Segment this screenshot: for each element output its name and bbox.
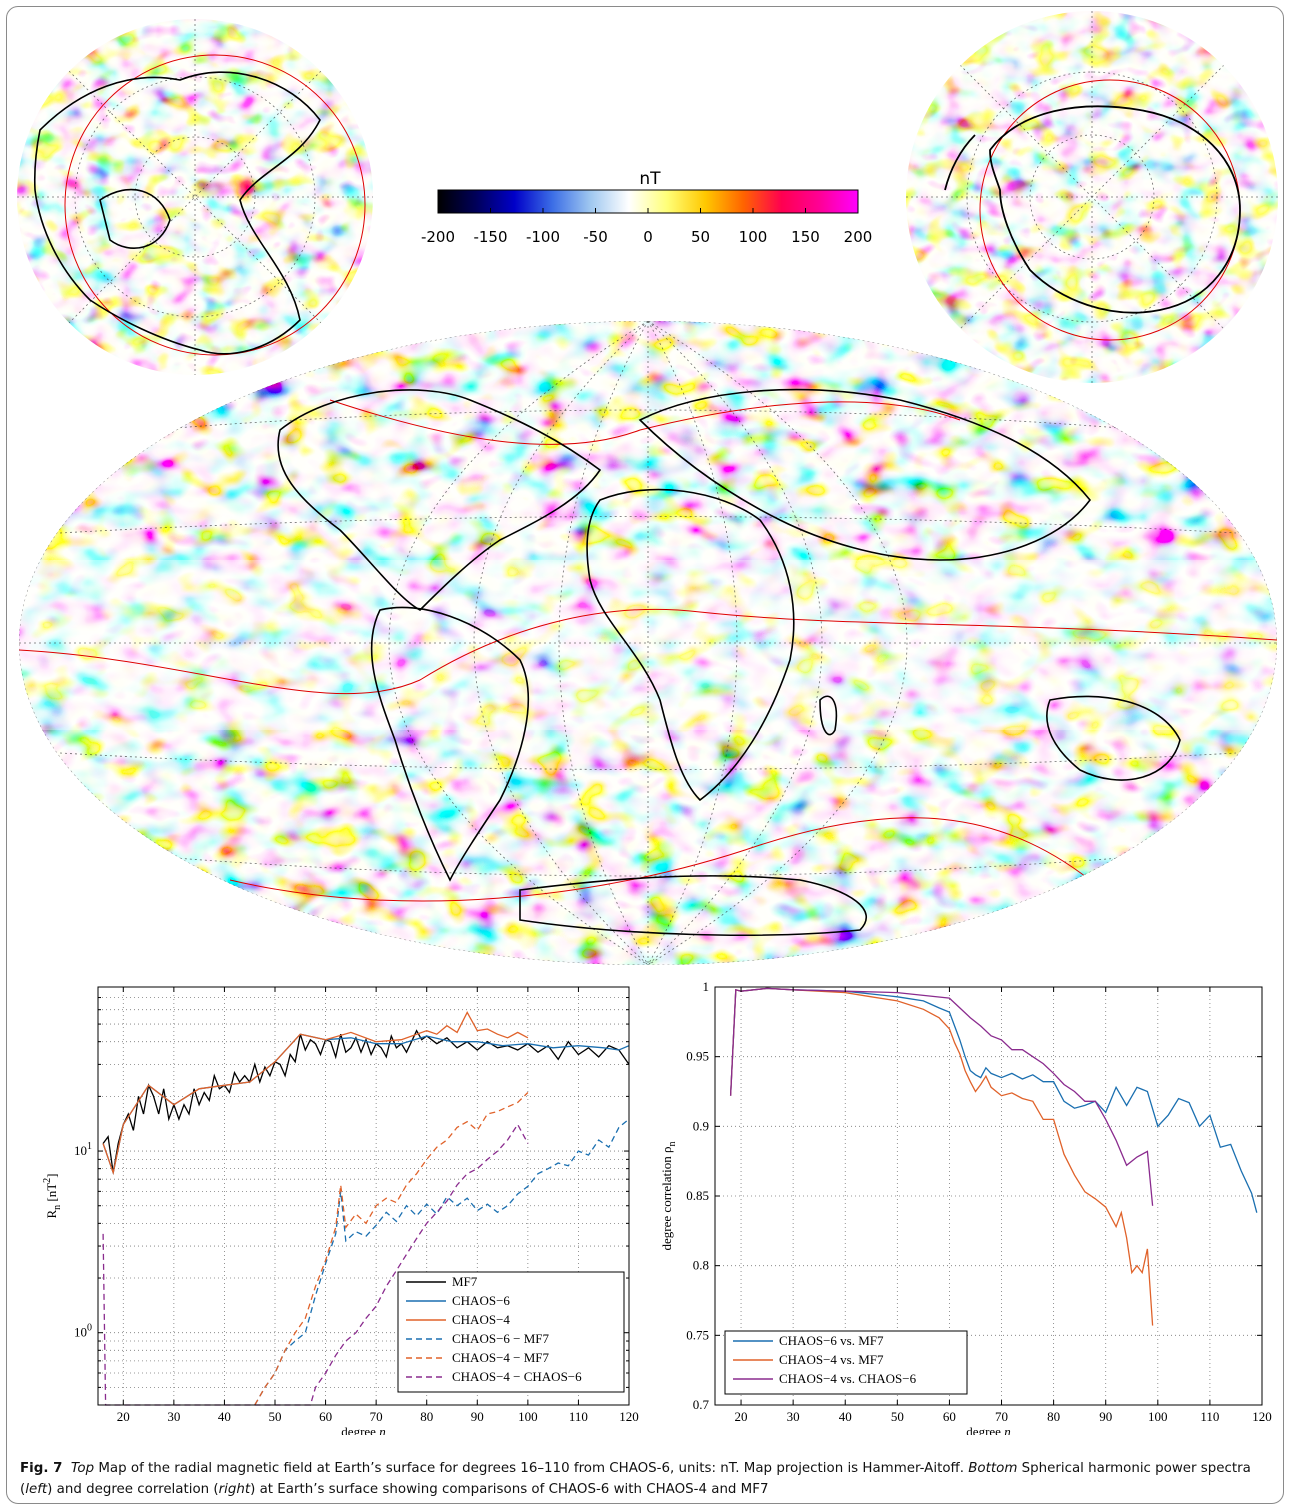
colorbar-tick-label: -150 [473, 228, 507, 246]
series-line [102, 1033, 630, 1176]
x-tick-label: 80 [1047, 1409, 1060, 1424]
y-axis-label: degree correlation ρn [659, 1142, 678, 1251]
x-tick-label: 60 [319, 1409, 332, 1424]
series-line [102, 1011, 529, 1176]
y-tick-label: 0.85 [686, 1188, 709, 1203]
x-axis-label: degree n [966, 1424, 1010, 1435]
grid [98, 986, 630, 1406]
legend-label: CHAOS−4 vs. MF7 [779, 1352, 884, 1367]
legend-label: CHAOS−6 [452, 1293, 510, 1308]
series-line [102, 1123, 529, 1406]
legend-label: CHAOS−4 − CHAOS−6 [452, 1369, 582, 1384]
series-line [729, 987, 1258, 1213]
caption-part: Spherical harmonic power spectra ( [20, 1461, 1251, 1497]
x-tick-label: 120 [1252, 1409, 1272, 1424]
legend-label: CHAOS−4 − MF7 [452, 1350, 550, 1365]
colorbar-unit: nT [639, 169, 661, 189]
x-tick-label: 100 [1148, 1409, 1168, 1424]
y-tick-label: 0.7 [693, 1397, 710, 1412]
degree-correlation-chart: 20 30 40 50 60 70 80 90 100 110 120 degree n 0.7 0.75… [659, 979, 1272, 1435]
x-tick-label: 90 [1099, 1409, 1112, 1424]
hammer-aitoff-map [19, 321, 1277, 965]
y-tick-label: 0.8 [693, 1258, 709, 1273]
caption-part: ) at Earth’s surface showing comparisons… [250, 1482, 769, 1497]
series-line [729, 987, 1154, 1206]
magnetic-field-maps: nT -200 -150 -100 -50 0 50 100 150 200 [17, 11, 1278, 965]
x-tick-label: 40 [218, 1409, 231, 1424]
series-group [729, 987, 1258, 1326]
y-tick-label: 100 [74, 1323, 92, 1340]
y-tick-label: 0.9 [693, 1118, 709, 1133]
legend-box [397, 1271, 625, 1393]
legend-label: CHAOS−4 [452, 1312, 510, 1327]
figure-caption: Fig. 7 Top Map of the radial magnetic fi… [20, 1458, 1275, 1500]
caption-part: left [25, 1482, 48, 1497]
caption-part: Top [70, 1461, 95, 1476]
x-tick-label: 20 [117, 1409, 130, 1424]
series-line [254, 1118, 630, 1406]
caption-part: ) and degree correlation ( [47, 1482, 219, 1497]
colorbar-tick-label: 50 [691, 228, 710, 246]
x-tick-label: 100 [518, 1409, 538, 1424]
legend-label: CHAOS−6 − MF7 [452, 1331, 550, 1346]
series-group [102, 1011, 630, 1406]
power-spectra-chart: 20 30 40 50 60 70 80 90 100 110 120 degree n 101 100 R… [42, 986, 639, 1435]
x-tick-label: 40 [839, 1409, 852, 1424]
north-polar-map [17, 19, 373, 375]
series-line [254, 1092, 529, 1406]
x-tick-label: 30 [167, 1409, 180, 1424]
y-axis-label: Rn [nT2] [42, 1173, 63, 1218]
colorbar-tick-label: 150 [791, 228, 820, 246]
colorbar-tick-label: 100 [739, 228, 768, 246]
x-tick-label: 50 [891, 1409, 904, 1424]
y-axis: 0.7 0.75 0.8 0.85 0.9 0.95 1 [686, 979, 1262, 1412]
x-tick-label: 90 [471, 1409, 484, 1424]
x-tick-label: 30 [787, 1409, 800, 1424]
x-tick-label: 70 [370, 1409, 383, 1424]
y-axis: 101 100 [74, 986, 629, 1406]
x-tick-label: 80 [420, 1409, 433, 1424]
legend-label: CHAOS−6 vs. MF7 [779, 1333, 884, 1348]
legend-label: MF7 [452, 1274, 478, 1289]
colorbar-tick-label: -100 [526, 228, 560, 246]
caption-part: Bottom [968, 1461, 1018, 1476]
figure-label: Fig. 7 [20, 1461, 63, 1476]
y-tick-label: 101 [74, 1141, 92, 1158]
x-axis: 20 30 40 50 60 70 80 90 100 110 120 [117, 987, 639, 1424]
colorbar-tick-label: 200 [844, 228, 873, 246]
x-axis-label: degree n [341, 1424, 385, 1435]
x-tick-label: 110 [569, 1409, 588, 1424]
y-tick-label: 0.95 [686, 1049, 709, 1064]
x-tick-label: 110 [1200, 1409, 1219, 1424]
x-tick-label: 60 [943, 1409, 956, 1424]
x-axis: 20 30 40 50 60 70 80 90 100 110 120 [735, 987, 1272, 1424]
legend: CHAOS−6 vs. MF7 CHAOS−4 vs. MF7 CHAOS−4 vs… [724, 1330, 968, 1395]
axes-box [97, 986, 630, 1406]
colorbar: nT -200 -150 -100 -50 0 50 100 150 200 [421, 169, 872, 246]
legend-label: CHAOS−4 vs. CHAOS−6 [779, 1371, 917, 1386]
colorbar-tick-label: -200 [421, 228, 455, 246]
colorbar-tick-label: 0 [643, 228, 653, 246]
legend: MF7 CHAOS−6 CHAOS−4 CHAOS−6 − MF7 CHAOS−4 − … [397, 1271, 625, 1393]
caption-part: right [218, 1482, 251, 1497]
y-tick-label: 0.75 [686, 1327, 709, 1342]
y-tick-label: 1 [703, 979, 710, 994]
series-line [729, 987, 1154, 1326]
colorbar-tick-label: -50 [583, 228, 608, 246]
x-tick-label: 70 [995, 1409, 1008, 1424]
south-polar-map [906, 11, 1278, 383]
x-tick-label: 20 [735, 1409, 748, 1424]
caption-text: Top Map of the radial magnetic field at … [20, 1461, 1251, 1497]
x-tick-label: 50 [269, 1409, 282, 1424]
figure-frame [6, 6, 1284, 1504]
x-tick-label: 120 [619, 1409, 639, 1424]
caption-part: Map of the radial magnetic field at Eart… [94, 1461, 969, 1476]
colorbar-ticks: -200 -150 -100 -50 0 50 100 150 200 [421, 208, 872, 246]
